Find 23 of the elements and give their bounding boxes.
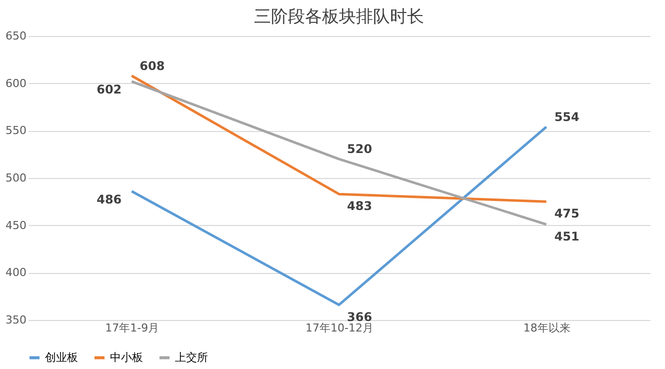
data-label: 483 [347,199,372,214]
data-label: 451 [554,229,580,244]
data-label: 486 [96,192,122,206]
data-label: 520 [347,142,372,156]
chart-title: 三阶段各板块排队时长 [254,7,424,27]
data-label: 602 [96,82,122,96]
data-label: 554 [554,110,580,124]
y-tick-label: 500 [6,172,26,184]
y-tick-label: 400 [6,266,26,280]
legend-label: 创业板 [45,350,78,364]
x-tick-label: 17年1-9月 [105,322,160,334]
data-label: 608 [140,58,165,73]
y-tick-label: 350 [6,314,26,326]
legend-label: 中小板 [110,350,143,364]
data-label: 475 [554,206,580,221]
y-tick-label: 600 [6,76,26,90]
legend-label: 上交所 [175,350,208,364]
x-tick-label: 18年以来 [523,322,570,334]
y-tick-label: 650 [6,30,26,42]
y-tick-label: 450 [6,218,26,232]
x-tick-label: 17年10-12月 [306,322,374,334]
data-label: 366 [347,310,372,324]
y-tick-label: 550 [6,124,26,138]
